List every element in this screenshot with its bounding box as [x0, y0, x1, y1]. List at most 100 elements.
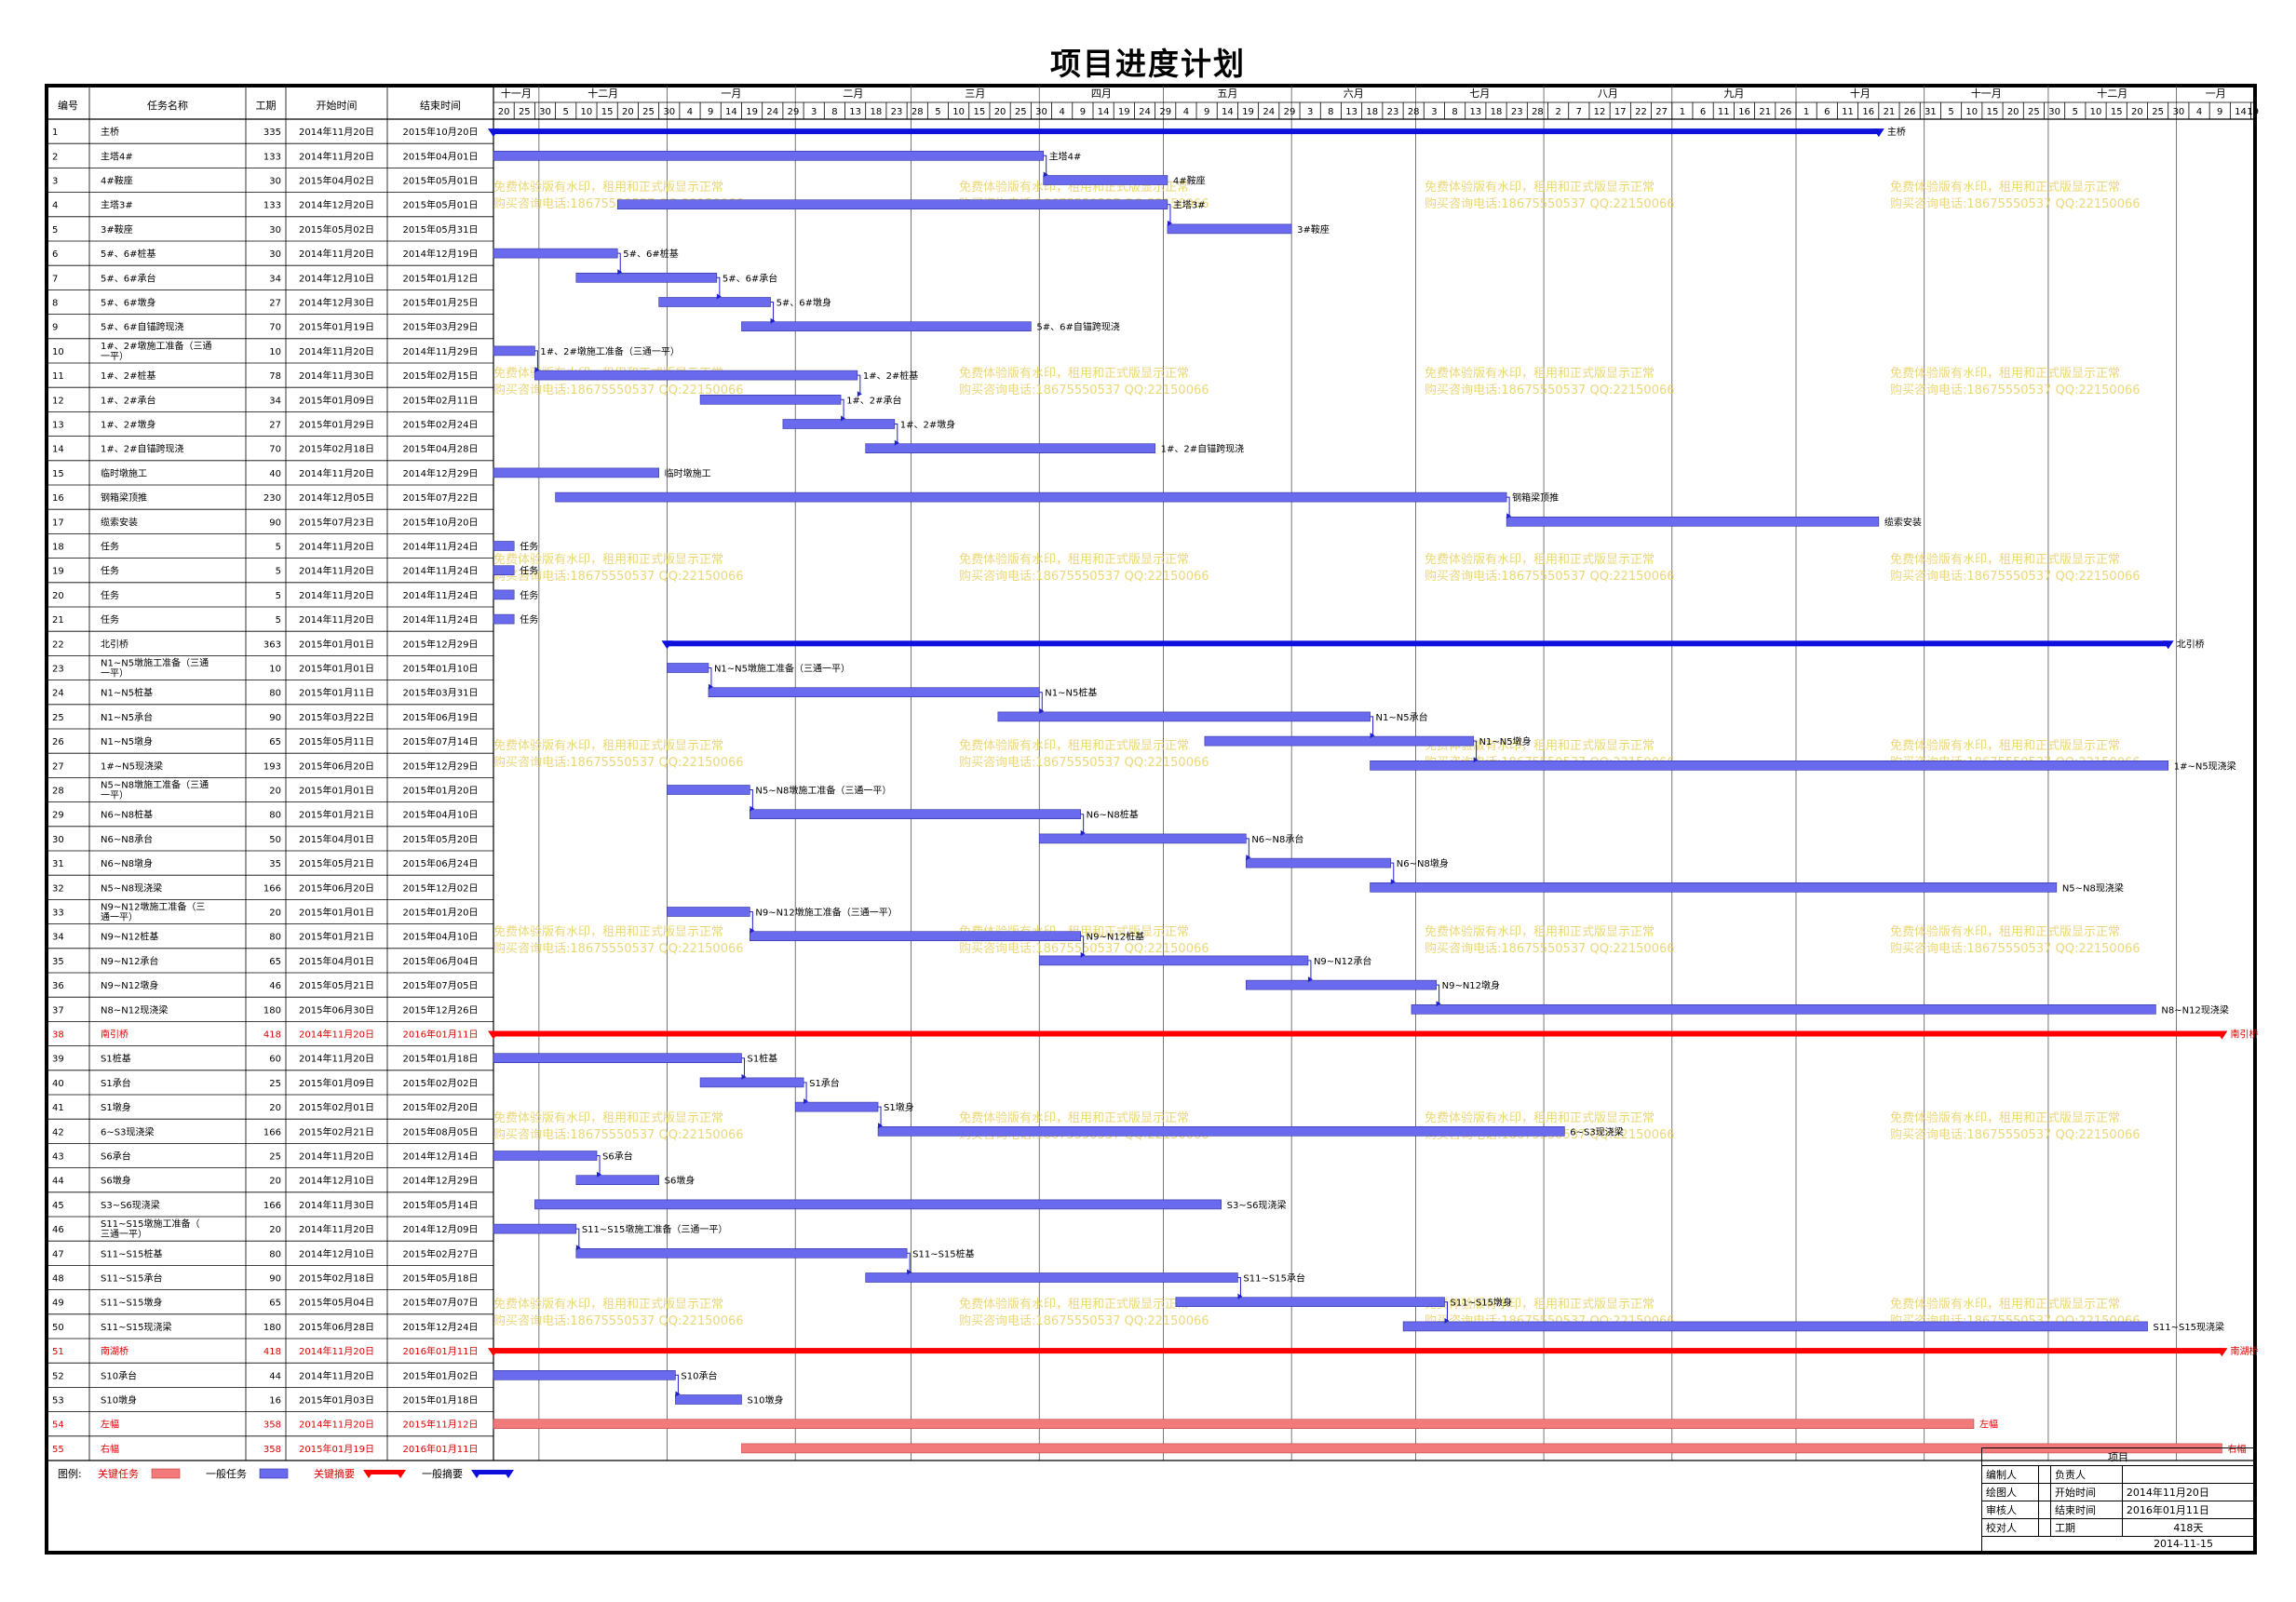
dependency-link — [617, 252, 621, 273]
task-duration: 27 — [269, 299, 281, 309]
task-duration: 80 — [269, 689, 281, 699]
watermark-line: 免费体验版有水印，租用和正式版显示正常 — [1425, 1111, 1654, 1125]
bar-label: S1桩基 — [747, 1053, 777, 1065]
title-block-key: 绘图人 — [1981, 1483, 2039, 1502]
bar-label: S11~S15墩身 — [1451, 1297, 1513, 1309]
task-bar — [794, 1101, 879, 1112]
task-duration: 20 — [269, 909, 281, 919]
bar-label: 5#、6#承台 — [723, 272, 777, 284]
dependency-arrow — [1043, 171, 1048, 178]
task-id: 2 — [52, 152, 58, 162]
bar-label: N9~N12墩身 — [1442, 979, 1500, 991]
watermark-line: 免费体验版有水印，租用和正式版显示正常 — [1890, 180, 2120, 195]
day-tick-label: 3 — [811, 107, 817, 117]
column-header-dur: 工期 — [256, 100, 277, 112]
day-tick-label: 11 — [1718, 107, 1730, 117]
watermark-line: 购买咨询电话:18675550537 QQ:22150066 — [959, 941, 1209, 956]
task-name: S6承台 — [101, 1151, 131, 1163]
task-name: 右幅 — [101, 1443, 119, 1455]
task-bar — [667, 663, 709, 673]
watermark-line: 免费体验版有水印，租用和正式版显示正常 — [1890, 366, 2120, 381]
bar-label: 北引桥 — [2177, 639, 2205, 650]
bar-label: N1~N5墩身 — [1479, 735, 1532, 747]
task-name: N9~N12墩施工准备（三 — [101, 901, 205, 913]
watermark-line: 购买咨询电话:18675550537 QQ:22150066 — [1890, 196, 2141, 211]
watermark-line: 免费体验版有水印，租用和正式版显示正常 — [1425, 552, 1654, 567]
task-end: 2015年04月10日 — [403, 809, 479, 821]
task-end: 2015年10月20日 — [403, 126, 479, 138]
dependency-link — [1390, 862, 1395, 882]
task-start: 2015年02月18日 — [299, 443, 374, 455]
bar-label: 临时墩施工 — [665, 467, 711, 479]
task-end: 2015年01月18日 — [403, 1394, 479, 1407]
watermark-line: 购买咨询电话:18675550537 QQ:22150066 — [1425, 383, 1675, 397]
dependency-arrow — [1039, 707, 1045, 714]
task-name: 临时墩施工 — [101, 467, 147, 479]
dependency-link — [894, 424, 898, 443]
task-duration: 25 — [269, 1079, 281, 1089]
legend-label: 关键摘要 — [314, 1467, 355, 1480]
bar-label: N1~N5墩施工准备（三通一平） — [714, 663, 850, 675]
summary-start-marker — [488, 1348, 499, 1357]
bar-label: S11~S15墩施工准备（三通一平） — [582, 1223, 728, 1235]
dependency-link — [1080, 936, 1085, 955]
task-name: 主桥 — [101, 127, 119, 138]
day-tick-label: 10 — [952, 107, 965, 117]
task-start: 2014年12月05日 — [299, 491, 374, 504]
watermark-line: 购买咨询电话:18675550537 QQ:22150066 — [493, 941, 744, 956]
bar-label: 1#、2#桩基 — [863, 370, 918, 382]
dependency-link — [1473, 740, 1478, 761]
task-bar — [493, 1053, 742, 1063]
task-end: 2015年02月27日 — [403, 1247, 479, 1259]
task-bar — [493, 1151, 598, 1161]
watermark-line: 购买咨询电话:18675550537 QQ:22150066 — [493, 1313, 744, 1328]
task-bar — [1246, 979, 1437, 990]
bar-label: 主桥 — [1887, 127, 1906, 138]
task-bar — [493, 151, 1044, 161]
dependency-link — [804, 1082, 807, 1102]
task-end: 2015年05月01日 — [403, 199, 479, 211]
task-start: 2014年11月20日 — [299, 565, 374, 577]
task-start: 2014年11月30日 — [299, 1199, 374, 1211]
dependency-link — [534, 350, 538, 370]
task-bar — [575, 272, 718, 283]
task-start: 2014年11月20日 — [299, 248, 374, 260]
day-tick-label: 6 — [1700, 107, 1706, 117]
task-id: 41 — [52, 1103, 64, 1113]
task-start: 2015年01月01日 — [299, 638, 374, 650]
month-label: 一月 — [721, 88, 741, 100]
task-id: 15 — [52, 469, 64, 479]
task-start: 2015年01月01日 — [299, 663, 374, 675]
task-duration: 80 — [269, 933, 281, 943]
day-tick-label: 22 — [1635, 107, 1647, 117]
title-block-value: 2014年11月20日 — [2121, 1483, 2256, 1502]
task-start: 2015年04月01日 — [299, 833, 374, 845]
task-name: S1承台 — [101, 1077, 131, 1089]
watermark-line: 免费体验版有水印，租用和正式版显示正常 — [1890, 924, 2120, 939]
day-tick-label: 25 — [642, 107, 655, 117]
day-tick-label: 18 — [1491, 107, 1503, 117]
column-header-name: 任务名称 — [147, 99, 188, 112]
task-duration: 25 — [269, 1152, 281, 1163]
task-name: 1#、2#墩身 — [101, 419, 155, 431]
day-tick-label: 21 — [1759, 107, 1771, 117]
bar-label: S6承台 — [602, 1151, 633, 1163]
task-bar — [555, 491, 1507, 503]
task-id: 40 — [52, 1079, 64, 1089]
task-end: 2015年04月01日 — [403, 150, 479, 162]
day-tick-label: 18 — [1366, 107, 1378, 117]
task-name: S10墩身 — [101, 1394, 137, 1407]
day-tick-label: 24 — [1263, 107, 1275, 117]
title-block-header: 项目 — [1981, 1447, 2255, 1467]
dependency-arrow — [716, 293, 722, 300]
task-duration: 363 — [263, 639, 281, 650]
task-duration: 34 — [269, 396, 281, 406]
day-tick-label: 30 — [663, 107, 675, 117]
task-name: S11~S15现浇梁 — [101, 1321, 172, 1333]
day-tick-label: 25 — [519, 107, 531, 117]
task-id: 20 — [52, 591, 64, 601]
bar-label: S6墩身 — [665, 1175, 696, 1187]
dependency-link — [907, 1252, 911, 1272]
watermark-line: 购买咨询电话:18675550537 QQ:22150066 — [1890, 1127, 2141, 1142]
